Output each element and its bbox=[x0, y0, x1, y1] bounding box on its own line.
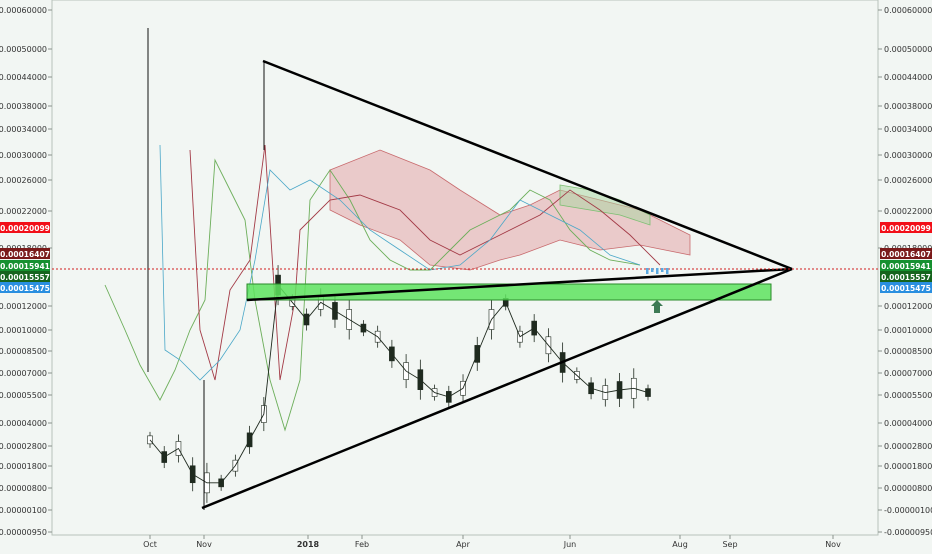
y-tick-left-label: 0.00005500 bbox=[0, 391, 47, 400]
price-label-left: 0.00015475 bbox=[0, 284, 50, 293]
y-tick-left-label: 0.00030000 bbox=[0, 151, 47, 160]
y-tick-right-label: 0.00034000 bbox=[884, 125, 932, 134]
y-tick-right-label: 0.00050000 bbox=[884, 45, 932, 54]
price-label-right: 0.00020099 bbox=[881, 224, 931, 233]
x-tick-label: Apr bbox=[456, 540, 471, 549]
price-label-left-bg bbox=[0, 248, 50, 259]
projection-bar bbox=[656, 268, 659, 274]
x-tick-label: Oct bbox=[143, 540, 157, 549]
y-tick-right-label: -0.00000100 bbox=[884, 506, 932, 515]
y-tick-left-label: 0.00002800 bbox=[0, 442, 47, 451]
y-tick-right-label: 0.00007000 bbox=[884, 369, 932, 378]
y-tick-right-label: 0.00030000 bbox=[884, 151, 932, 160]
tenkan-line bbox=[159, 144, 641, 381]
price-label-left-bg bbox=[0, 271, 50, 282]
y-tick-left-label: 0.00022000 bbox=[0, 207, 47, 216]
y-tick-right-label: 0.00022000 bbox=[884, 207, 932, 216]
y-tick-left-label: 0.00038000 bbox=[0, 102, 47, 111]
price-label-right: 0.00015557 bbox=[881, 273, 931, 282]
price-label-right-bg bbox=[880, 222, 932, 233]
y-tick-right-label: 0.00038000 bbox=[884, 102, 932, 111]
y-tick-right-label: 0.00004000 bbox=[884, 419, 932, 428]
y-tick-right-label: 0.00005500 bbox=[884, 391, 932, 400]
y-tick-right-label: 0.00010000 bbox=[884, 326, 932, 335]
y-tick-left-label: 0.00060000 bbox=[0, 6, 47, 15]
y-tick-right-label: 0.00008500 bbox=[884, 347, 932, 356]
y-tick-left-label: 0.00000800 bbox=[0, 484, 47, 493]
price-label-left: 0.00015557 bbox=[0, 273, 50, 282]
y-tick-left-label: 0.00001800 bbox=[0, 462, 47, 471]
y-tick-right-label: 0.00000800 bbox=[884, 484, 932, 493]
y-tick-left-label: 0.00050000 bbox=[0, 45, 47, 54]
y-tick-left-label: 0.00012000 bbox=[0, 302, 47, 311]
x-tick-label: Feb bbox=[355, 540, 369, 549]
y-tick-left-label: 0.00044000 bbox=[0, 73, 47, 82]
projection-bar bbox=[661, 268, 664, 272]
y-tick-left-label: -0.00000100 bbox=[0, 506, 47, 515]
y-tick-left-label: -0.00000950 bbox=[0, 528, 47, 537]
price-label-left-bg bbox=[0, 282, 50, 293]
y-tick-left-label: 0.00004000 bbox=[0, 419, 47, 428]
price-label-left: 0.00015941 bbox=[0, 262, 50, 271]
y-tick-left-label: 0.00007000 bbox=[0, 369, 47, 378]
up-arrow-icon bbox=[651, 300, 663, 313]
price-label-right-bg bbox=[880, 271, 932, 282]
price-path bbox=[149, 284, 649, 484]
price-label-right: 0.00015941 bbox=[881, 262, 931, 271]
x-tick-label: Nov bbox=[196, 540, 212, 549]
price-label-right-bg bbox=[880, 282, 932, 293]
y-tick-right-label: 0.00002800 bbox=[884, 442, 932, 451]
projection-bar bbox=[651, 268, 654, 272]
price-label-left-bg bbox=[0, 222, 50, 233]
y-tick-left-label: 0.00010000 bbox=[0, 326, 47, 335]
price-label-left: 0.00016407 bbox=[0, 250, 50, 259]
y-tick-right-label: 0.00044000 bbox=[884, 73, 932, 82]
kijun-line bbox=[189, 144, 661, 381]
y-tick-left-label: 0.00008500 bbox=[0, 347, 47, 356]
y-tick-left-label: 0.00034000 bbox=[0, 125, 47, 134]
projection-bar bbox=[666, 268, 669, 274]
price-label-right-bg bbox=[880, 260, 932, 271]
trendline-base bbox=[246, 267, 793, 302]
x-tick-label: Jun bbox=[563, 540, 577, 549]
trendline-upper bbox=[262, 59, 793, 271]
y-tick-right-label: 0.00012000 bbox=[884, 302, 932, 311]
x-tick-label: 2018 bbox=[297, 540, 320, 549]
chikou-line bbox=[104, 158, 641, 432]
price-label-left: 0.00020099 bbox=[0, 224, 50, 233]
projection-bar bbox=[646, 268, 649, 274]
price-label-right-bg bbox=[880, 248, 932, 259]
price-label-left-bg bbox=[0, 260, 50, 271]
y-tick-left-label: 0.00026000 bbox=[0, 176, 47, 185]
price-label-right: 0.00015475 bbox=[881, 284, 931, 293]
price-label-right: 0.00016407 bbox=[881, 250, 931, 259]
x-tick-label: Sep bbox=[722, 540, 737, 549]
y-tick-right-label: 0.00060000 bbox=[884, 6, 932, 15]
x-tick-label: Aug bbox=[672, 540, 688, 549]
support-zone bbox=[246, 283, 772, 301]
y-tick-right-label: 0.00026000 bbox=[884, 176, 932, 185]
x-tick-label: Nov bbox=[825, 540, 841, 549]
y-tick-right-label: -0.00000950 bbox=[884, 528, 932, 537]
y-tick-right-label: 0.00001800 bbox=[884, 462, 932, 471]
ichimoku-cloud bbox=[329, 149, 691, 271]
trendline-lower bbox=[201, 267, 793, 510]
